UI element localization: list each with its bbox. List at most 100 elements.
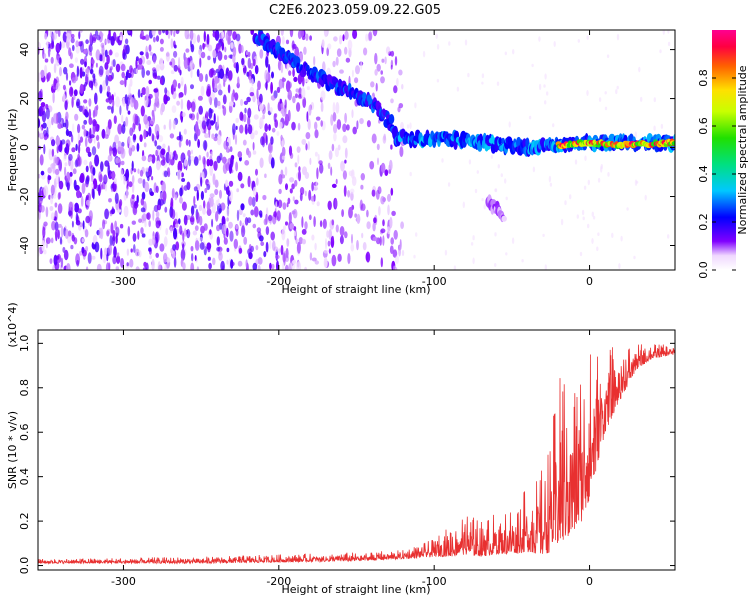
heatmap-cell	[259, 213, 263, 218]
heatmap-cell	[574, 159, 578, 165]
heatmap-cell	[481, 73, 485, 79]
heatmap-cell	[667, 30, 670, 34]
heatmap-cell	[172, 151, 175, 161]
heatmap-cell	[229, 101, 234, 107]
heatmap-cell	[282, 202, 287, 210]
heatmap-cell	[252, 186, 257, 197]
heatmap-cell	[213, 160, 218, 171]
heatmap-cell	[183, 57, 189, 70]
heatmap-cell	[200, 225, 205, 234]
heatmap-cell	[281, 77, 286, 82]
heatmap-cell	[275, 254, 280, 260]
heatmap-cell	[156, 145, 162, 150]
heatmap-cell	[258, 235, 264, 242]
heatmap-cell	[374, 69, 378, 76]
heatmap-cell	[247, 217, 252, 224]
heatmap-cell	[38, 90, 43, 102]
heatmap-cell	[42, 122, 47, 129]
heatmap-cell	[356, 239, 359, 251]
heatmap-cell	[200, 51, 206, 59]
heatmap-cell	[221, 223, 227, 235]
heatmap-cell	[121, 124, 126, 134]
x-tick-label: -200	[266, 575, 291, 588]
heatmap-cell	[414, 102, 417, 109]
heatmap-cell	[611, 232, 614, 238]
heatmap-cell	[597, 232, 600, 236]
heatmap-cell	[123, 205, 129, 218]
heatmap-cell	[569, 194, 572, 200]
heatmap-cell	[144, 181, 150, 193]
heatmap-cell	[84, 136, 88, 148]
heatmap-cell	[186, 99, 191, 111]
heatmap-cell	[68, 230, 72, 237]
heatmap-cell	[387, 204, 390, 216]
heatmap-cell	[326, 47, 330, 57]
heatmap-cell	[119, 223, 124, 229]
heatmap-cell	[52, 193, 57, 199]
heatmap-cell	[165, 30, 169, 36]
heatmap-cell	[323, 257, 328, 269]
heatmap-cell	[54, 202, 58, 208]
heatmap-cell	[415, 232, 418, 237]
heatmap-cell	[46, 126, 49, 138]
heatmap-cell	[620, 235, 623, 242]
heatmap-cell	[238, 247, 243, 254]
heatmap-cell	[162, 156, 166, 164]
heatmap-cell	[391, 210, 396, 216]
heatmap-cell	[115, 96, 120, 108]
heatmap-cell	[71, 77, 77, 84]
heatmap-cell	[148, 79, 152, 85]
heatmap-cell	[109, 145, 112, 156]
heatmap-cell	[140, 207, 146, 213]
heatmap-cell	[598, 97, 602, 102]
heatmap-cell	[219, 189, 222, 199]
heatmap-cell	[528, 115, 532, 120]
heatmap-cell	[223, 237, 228, 245]
heatmap-cell	[380, 257, 383, 268]
heatmap-cell	[94, 78, 98, 89]
heatmap-cell	[163, 252, 168, 263]
heatmap-cell	[196, 68, 200, 78]
heatmap-cell	[119, 105, 122, 116]
heatmap-cell	[78, 144, 81, 154]
heatmap-cell	[66, 180, 70, 191]
heatmap-cell	[257, 80, 261, 91]
heatmap-cell	[313, 216, 316, 228]
heatmap-cell	[346, 124, 350, 131]
heatmap-cell	[127, 226, 131, 237]
heatmap-cell	[328, 248, 331, 254]
heatmap-cell	[51, 116, 54, 126]
heatmap-cell	[69, 171, 73, 177]
heatmap-cell	[372, 236, 378, 242]
heatmap-cell	[200, 190, 204, 201]
heatmap-cell	[389, 216, 393, 229]
heatmap-cell	[151, 133, 155, 142]
heatmap-cell	[441, 158, 444, 163]
heatmap-cell	[42, 226, 46, 239]
heatmap-cell	[214, 188, 219, 196]
heatmap-cell	[375, 82, 378, 92]
heatmap-cell	[120, 160, 125, 166]
heatmap-cell	[70, 134, 74, 143]
heatmap-cell	[245, 51, 249, 56]
heatmap-cell	[121, 71, 125, 79]
heatmap-cell	[111, 72, 114, 80]
heatmap-cell	[112, 98, 115, 109]
heatmap-cell	[257, 257, 263, 265]
heatmap-cell	[111, 235, 116, 247]
heatmap-cell	[80, 58, 85, 65]
heatmap-cell	[107, 119, 112, 130]
heatmap-cell	[92, 178, 98, 190]
heatmap-cell	[320, 120, 324, 127]
heatmap-cell	[228, 104, 233, 114]
heatmap-cell	[504, 51, 507, 56]
heatmap-cell	[233, 238, 238, 249]
heatmap-cell	[253, 114, 259, 120]
heatmap-cell	[155, 185, 159, 193]
heatmap-cell	[71, 96, 74, 108]
heatmap-cell	[81, 246, 85, 254]
colorbar-tick-label: 0.6	[697, 117, 710, 135]
heatmap-cell	[183, 228, 187, 237]
heatmap-cell	[285, 39, 290, 45]
heatmap-cell	[202, 207, 206, 215]
